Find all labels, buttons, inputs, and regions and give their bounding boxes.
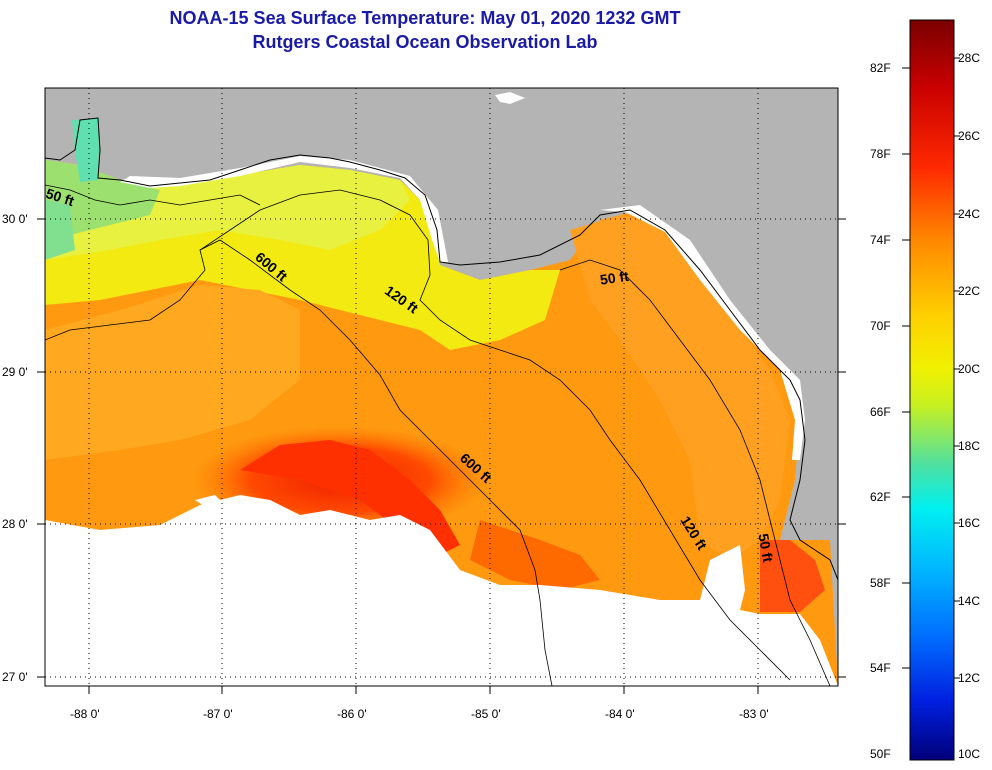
- contour-120ft: [45, 189, 791, 681]
- colorbar-f-label: 58F: [870, 576, 891, 590]
- colorbar-f-label: 66F: [870, 405, 891, 419]
- ocean-orange-east: [570, 215, 790, 560]
- warm-orange-red-south: [470, 520, 600, 590]
- colorbar-f-label: 50F: [870, 747, 891, 761]
- colorbar: [909, 19, 955, 761]
- graticule: [45, 88, 838, 686]
- map-title: NOAA-15 Sea Surface Temperature: May 01,…: [169, 8, 681, 28]
- contour-600ft: [199, 239, 553, 686]
- cloud-patch-1: [195, 495, 225, 510]
- ocean-cool-green: [45, 160, 160, 240]
- colorbar-c-label: 14C: [958, 594, 980, 608]
- lon-tick-label: -84 0': [605, 707, 635, 721]
- contour-label: 50 ft: [755, 532, 776, 563]
- colorbar-c-label: 22C: [958, 284, 980, 298]
- lon-tick-label: -83 0': [739, 707, 769, 721]
- lat-tick-label: 30 0': [2, 212, 28, 226]
- colorbar-c-label: 12C: [958, 671, 980, 685]
- cloud-mask-south: [45, 495, 838, 686]
- ocean-cool-green-west: [45, 200, 75, 260]
- colorbar-f-label: 62F: [870, 490, 891, 504]
- lon-tick-label: -86 0': [337, 707, 367, 721]
- lat-tick-label: 29 0': [2, 365, 28, 379]
- coastline: [45, 117, 838, 581]
- colorbar-c-label: 26C: [958, 129, 980, 143]
- colorbar-f-label: 70F: [870, 319, 891, 333]
- lat-tick-label: 28 0': [2, 517, 28, 531]
- coastal-warm-patch: [760, 540, 825, 612]
- map-border: [44, 87, 839, 687]
- axis-ticks: [37, 218, 846, 694]
- lon-tick-label: -85 0': [471, 707, 501, 721]
- colorbar-f-label: 82F: [870, 61, 891, 75]
- colorbar-c-label: 18C: [958, 439, 980, 453]
- colorbar-f-label: 74F: [870, 233, 891, 247]
- colorbar-c-label: 10C: [958, 747, 980, 761]
- colorbar-f-label: 78F: [870, 147, 891, 161]
- colorbar-c-label: 20C: [958, 362, 980, 376]
- colorbar-ticks: [902, 57, 960, 679]
- colorbar-c-label: 24C: [958, 207, 980, 221]
- ocean-cool-cyan: [72, 118, 100, 182]
- lon-tick-label: -88 0': [70, 707, 100, 721]
- ocean-orange-west: [45, 285, 300, 460]
- colorbar-c-label: 16C: [958, 516, 980, 530]
- cloud-patch-2: [45, 530, 110, 550]
- colorbar-f-label: 54F: [870, 661, 891, 675]
- map-subtitle: Rutgers Coastal Ocean Observation Lab: [252, 32, 598, 52]
- cloud-top: [495, 92, 525, 104]
- colorbar-c-label: 28C: [958, 51, 980, 65]
- contour-label: 50 ft: [599, 268, 630, 288]
- contour-50ft-west: [45, 184, 261, 206]
- lon-tick-label: -87 0': [203, 707, 233, 721]
- map-area: [45, 88, 838, 686]
- lat-tick-label: 27 0': [2, 670, 28, 684]
- contour-50ft-east: [559, 259, 831, 686]
